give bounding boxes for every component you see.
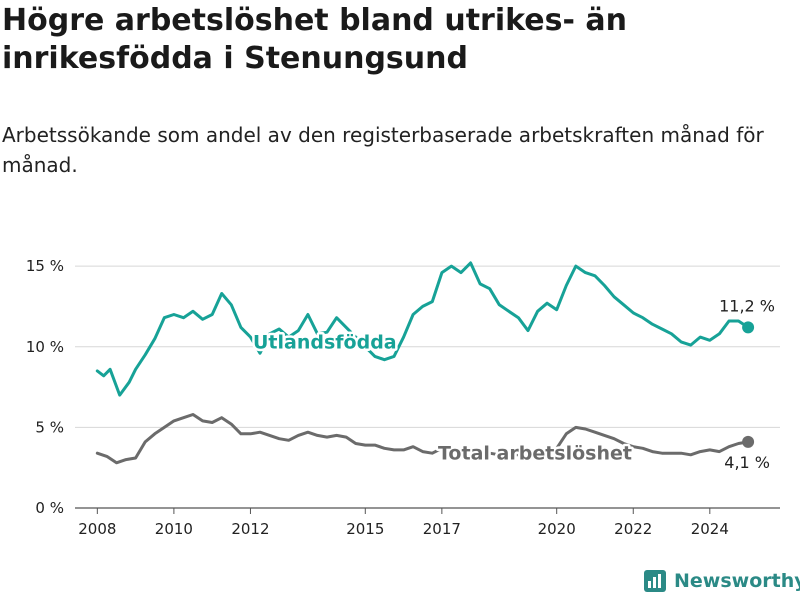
x-tick-label: 2017 [423, 520, 461, 538]
series-label: Total arbetslöshet [438, 443, 632, 465]
end-value-label: 11,2 % [719, 296, 775, 315]
series-label-halo: Total arbetslöshet [438, 443, 632, 465]
x-tick-label: 2020 [538, 520, 576, 538]
series-end-point [742, 321, 755, 334]
brand-logo: Newsworthy [644, 570, 800, 592]
series-label-halo: Utlandsfödda [253, 331, 397, 353]
y-tick-label: 0 % [35, 499, 64, 517]
y-tick-label: 10 % [26, 338, 64, 356]
y-tick-label: 15 % [26, 257, 64, 275]
y-tick-label: 5 % [35, 418, 64, 436]
x-tick-label: 2024 [691, 520, 729, 538]
x-tick-label: 2012 [231, 520, 269, 538]
brand-name: Newsworthy [674, 570, 800, 592]
line-chart: 0 % 5 % 10 % 15 % 2008 2010 2012 2015 2017 2020 20… [26, 257, 780, 538]
chart-subtitle: Arbetssökande som andel av den registerb… [2, 123, 764, 177]
x-tick-label: 2015 [346, 520, 384, 538]
series-end-point [742, 435, 755, 448]
bar-chart-logo-icon [644, 570, 666, 592]
x-tick-label: 2008 [78, 520, 116, 538]
series-line-total [95, 413, 750, 465]
end-value-label: 4,1 % [724, 453, 770, 472]
chart-title: Högre arbetslöshet bland utrikes- än inr… [2, 3, 627, 76]
x-tick-label: 2022 [614, 520, 652, 538]
x-tick-label: 2010 [155, 520, 193, 538]
series-label: Utlandsfödda [253, 331, 397, 353]
series-line-utlandsfodda [95, 261, 750, 397]
